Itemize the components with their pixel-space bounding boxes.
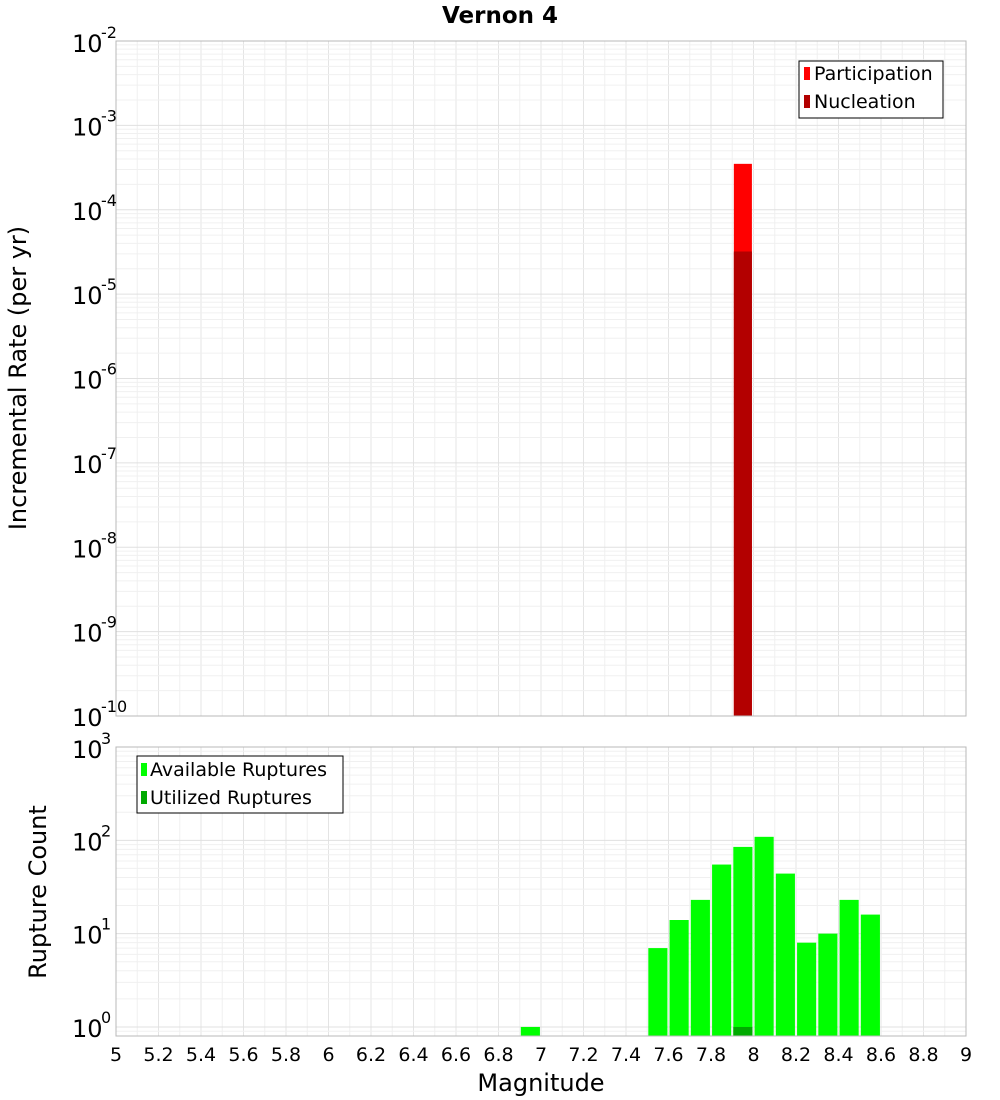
x-tick-label: 7.8 xyxy=(696,1044,726,1066)
legend-swatch-utilized xyxy=(141,791,147,804)
top-y-tick-label: 10-3 xyxy=(72,106,117,141)
x-tick-label: 6.4 xyxy=(398,1044,428,1066)
top-y-tick-base: 10 xyxy=(72,620,103,648)
top-y-tick-label: 10-6 xyxy=(72,360,117,395)
top-y-tick-exponent: -10 xyxy=(101,697,127,716)
legend-label-nucleation: Nucleation xyxy=(814,91,916,113)
bottom-y-tick-label: 103 xyxy=(72,729,111,764)
top-y-tick-exponent: -9 xyxy=(101,613,117,632)
bottom-bar-available-ruptures xyxy=(860,914,880,1036)
x-tick-label: 8.4 xyxy=(823,1044,853,1066)
bottom-legend-box xyxy=(136,755,344,814)
bottom-y-tick-base: 10 xyxy=(72,922,103,950)
bottom-y-tick-base: 10 xyxy=(72,736,103,764)
x-tick-label: 8.6 xyxy=(866,1044,896,1066)
top-y-tick-label: 10-2 xyxy=(72,23,117,58)
top-y-tick-exponent: -5 xyxy=(101,275,117,294)
bottom-y-tick-base: 10 xyxy=(72,1015,103,1043)
x-tick-label: 5.6 xyxy=(228,1044,258,1066)
top-y-tick-exponent: -6 xyxy=(101,360,117,379)
bottom-bar-available-ruptures xyxy=(648,948,668,1036)
bottom-y-tick-label: 102 xyxy=(72,821,111,856)
legend-label-available: Available Ruptures xyxy=(150,759,327,781)
bottom-y-tick-exponent: 3 xyxy=(101,729,111,748)
x-tick-label: 7.6 xyxy=(653,1044,683,1066)
x-tick-label: 8.8 xyxy=(908,1044,938,1066)
top-y-tick-base: 10 xyxy=(72,30,103,58)
top-y-tick-exponent: -3 xyxy=(101,106,117,125)
x-tick-label: 6.8 xyxy=(483,1044,513,1066)
top-legend-box xyxy=(798,60,944,119)
x-tick-label: 7 xyxy=(535,1044,547,1066)
top-y-tick-base: 10 xyxy=(72,451,103,479)
x-tick-label: 6 xyxy=(322,1044,334,1066)
top-y-tick-label: 10-10 xyxy=(72,697,127,732)
top-plot-frame xyxy=(115,40,967,717)
top-bar-nucleation xyxy=(733,251,752,716)
bottom-bar-available-ruptures xyxy=(669,920,689,1036)
x-tick-label: 8.2 xyxy=(781,1044,811,1066)
top-y-tick-exponent: -2 xyxy=(101,23,117,42)
top-y-axis-label: Incremental Rate (per yr) xyxy=(4,226,32,530)
top-y-tick-base: 10 xyxy=(72,198,103,226)
top-y-tick-base: 10 xyxy=(72,113,103,141)
legend-swatch-available xyxy=(141,763,147,776)
bottom-bar-available-ruptures xyxy=(690,899,710,1036)
top-y-tick-label: 10-9 xyxy=(72,613,117,648)
legend-label-utilized: Utilized Ruptures xyxy=(150,787,312,809)
x-tick-label: 5 xyxy=(110,1044,122,1066)
top-y-tick-base: 10 xyxy=(72,282,103,310)
top-y-tick-label: 10-4 xyxy=(72,191,117,226)
bottom-bar-available-ruptures xyxy=(733,846,753,1036)
top-y-tick-base: 10 xyxy=(72,367,103,395)
x-tick-label: 8 xyxy=(747,1044,759,1066)
x-tick-label: 6.2 xyxy=(356,1044,386,1066)
x-tick-label: 5.2 xyxy=(143,1044,173,1066)
x-tick-label: 5.8 xyxy=(271,1044,301,1066)
x-tick-label: 7.2 xyxy=(568,1044,598,1066)
top-legend: Participation Nucleation xyxy=(798,60,944,119)
bottom-legend: Available Ruptures Utilized Ruptures xyxy=(136,755,344,814)
x-tick-label: 7.4 xyxy=(611,1044,641,1066)
bottom-bar-available-ruptures xyxy=(754,836,774,1036)
top-y-tick-exponent: -8 xyxy=(101,528,117,547)
bottom-y-tick-exponent: 2 xyxy=(101,821,111,840)
legend-label-participation: Participation xyxy=(814,63,933,85)
x-tick-label: 5.4 xyxy=(186,1044,216,1066)
bottom-bar-utilized-ruptures xyxy=(733,1026,753,1036)
bottom-y-tick-exponent: 1 xyxy=(101,915,111,934)
bottom-bar-available-ruptures xyxy=(712,864,732,1036)
bottom-bar-available-ruptures xyxy=(520,1026,540,1036)
top-y-tick-base: 10 xyxy=(72,704,103,732)
x-tick-label: 6.6 xyxy=(441,1044,471,1066)
bottom-bar-available-ruptures xyxy=(797,942,817,1036)
bottom-bar-available-ruptures xyxy=(839,899,859,1036)
bottom-y-tick-label: 101 xyxy=(72,915,111,950)
bottom-y-axis-label: Rupture Count xyxy=(24,805,52,979)
legend-swatch-nucleation xyxy=(804,95,810,108)
bottom-y-tick-label: 100 xyxy=(72,1008,111,1043)
bottom-plot-frame xyxy=(115,746,967,1037)
bottom-y-tick-exponent: 0 xyxy=(101,1008,111,1027)
bottom-bar-available-ruptures xyxy=(818,933,838,1036)
top-y-tick-label: 10-8 xyxy=(72,528,117,563)
bottom-bar-available-ruptures xyxy=(775,873,795,1036)
bottom-y-tick-base: 10 xyxy=(72,828,103,856)
top-y-tick-base: 10 xyxy=(72,535,103,563)
x-tick-label: 9 xyxy=(960,1044,972,1066)
x-axis-label: Magnitude xyxy=(477,1069,604,1097)
top-y-tick-label: 10-5 xyxy=(72,275,117,310)
top-y-tick-exponent: -7 xyxy=(101,444,117,463)
chart-title: Vernon 4 xyxy=(442,3,558,29)
top-y-tick-label: 10-7 xyxy=(72,444,117,479)
top-y-tick-exponent: -4 xyxy=(101,191,117,210)
legend-swatch-participation xyxy=(804,67,810,80)
